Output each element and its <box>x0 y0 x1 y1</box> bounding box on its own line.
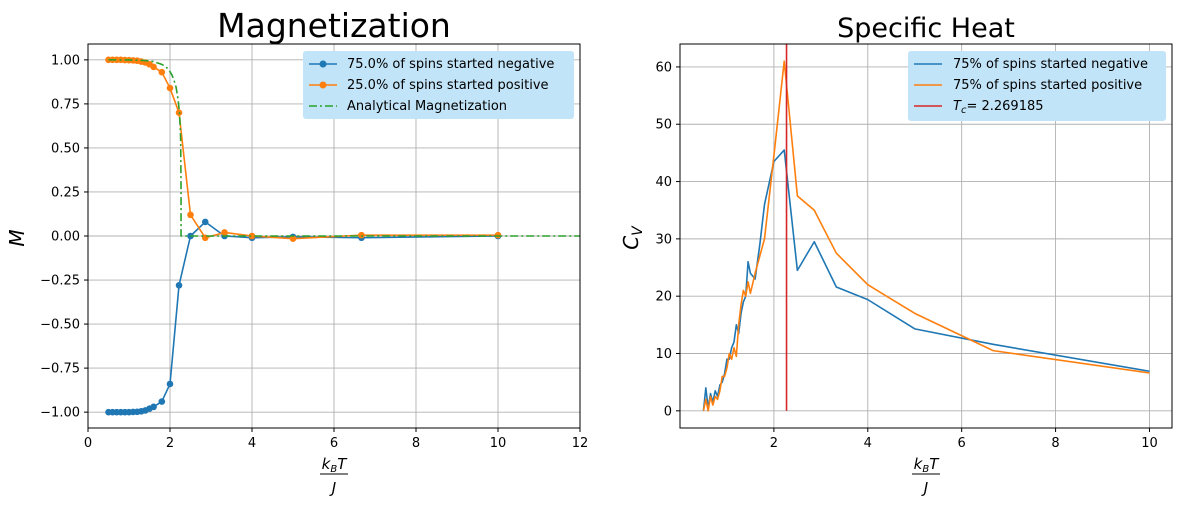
specific-heat-xtick-label: 4 <box>864 436 872 451</box>
specific-heat-xlabel-denominator: J <box>921 479 928 497</box>
magnetization-series <box>105 56 580 416</box>
specific-heat-ytick-label: 60 <box>655 60 672 75</box>
magnetization-xtick-label: 10 <box>490 436 507 451</box>
specific-heat-ytick-label: 40 <box>655 175 672 190</box>
magnetization-ytick-label: 0.00 <box>51 230 80 245</box>
specific-heat-ylabel: CV <box>619 225 646 250</box>
series-line-75-of-spins-started-negative <box>702 149 1150 411</box>
magnetization-ytick-label: −0.50 <box>40 318 80 333</box>
specific-heat-legend-box <box>908 51 1166 121</box>
legend-label-cv-positive: 75% of spins started positive <box>953 78 1142 93</box>
magnetization-xtick-label: 4 <box>248 436 256 451</box>
magnetization-panel: 0 2 4 6 8 10 12 −1.00 −0.75 −0.50 −0.25 0.00 0.25 0.5… <box>5 6 588 497</box>
specific-heat-ytick-label: 10 <box>655 347 672 362</box>
magnetization-ylabel: M <box>5 229 29 246</box>
specific-heat-ytick-label: 20 <box>655 290 672 305</box>
data-point-25-0-of-spins-started-positive <box>150 63 157 71</box>
data-point-75-0-of-spins-started-negative <box>201 218 209 226</box>
magnetization-ytick-label: 0.50 <box>51 141 80 156</box>
data-point-25-0-of-spins-started-positive <box>494 231 502 239</box>
legend-label-analytical: Analytical Magnetization <box>347 99 507 114</box>
data-point-25-0-of-spins-started-positive <box>289 235 297 242</box>
magnetization-xtick-label: 8 <box>412 436 420 451</box>
legend-label-positive: 25.0% of spins started positive <box>347 78 549 93</box>
legend-dot-negative <box>319 60 327 68</box>
magnetization-xtick-label: 0 <box>84 436 92 451</box>
data-point-25-0-of-spins-started-positive <box>166 84 174 92</box>
data-point-25-0-of-spins-started-positive <box>221 229 228 236</box>
legend-label-tc-value: = 2.269185 <box>966 99 1043 114</box>
legend-label-negative: 75.0% of spins started negative <box>347 57 554 72</box>
specific-heat-legend: 75% of spins started negative 75% of spi… <box>908 51 1166 121</box>
data-point-75-0-of-spins-started-negative <box>158 398 166 405</box>
magnetization-ytick-label: −0.25 <box>40 274 80 289</box>
data-point-75-0-of-spins-started-negative <box>166 380 174 388</box>
specific-heat-xlabel: kBT J <box>912 455 940 497</box>
specific-heat-ytick-label: 30 <box>655 232 672 247</box>
specific-heat-panel: 2 4 6 8 10 0 10 20 30 40 50 60 Specific Heat CV kBT… <box>619 13 1173 497</box>
magnetization-ytick-label: −0.75 <box>40 362 80 377</box>
data-point-25-0-of-spins-started-positive <box>358 231 365 239</box>
series-line-analytical-magnetization <box>108 59 580 237</box>
specific-heat-ticks: 2 4 6 8 10 0 10 20 30 40 50 60 <box>655 60 1157 451</box>
magnetization-ticks: 0 2 4 6 8 10 12 −1.00 −0.75 −0.50 −0.25 0.00 0.25 0.5… <box>40 53 588 451</box>
magnetization-xtick-label: 12 <box>572 436 589 451</box>
specific-heat-axes-frame <box>679 43 1173 429</box>
specific-heat-xtick-label: 8 <box>1051 436 1059 451</box>
data-point-25-0-of-spins-started-positive <box>248 232 256 240</box>
magnetization-ytick-label: −1.00 <box>40 406 80 421</box>
magnetization-ytick-label: 1.00 <box>51 53 80 68</box>
magnetization-legend: 75.0% of spins started negative 25.0% of… <box>303 51 574 119</box>
magnetization-axes-frame <box>87 43 581 429</box>
specific-heat-xtick-label: 10 <box>1141 436 1158 451</box>
specific-heat-xtick-label: 6 <box>958 436 966 451</box>
specific-heat-ytick-label: 0 <box>664 404 672 419</box>
specific-heat-title: Specific Heat <box>837 13 1015 44</box>
magnetization-xtick-label: 6 <box>330 436 338 451</box>
magnetization-xlabel-denominator: J <box>329 479 336 497</box>
magnetization-legend-box <box>303 51 574 119</box>
magnetization-title: Magnetization <box>217 6 451 45</box>
specific-heat-series <box>702 44 1150 412</box>
data-point-75-0-of-spins-started-negative <box>150 403 157 411</box>
data-point-75-0-of-spins-started-negative <box>175 282 183 289</box>
specific-heat-ytick-label: 50 <box>655 118 672 133</box>
magnetization-xlabel: kBT J <box>320 455 348 497</box>
data-point-25-0-of-spins-started-positive <box>158 68 166 76</box>
legend-dot-positive <box>319 81 327 89</box>
specific-heat-xtick-label: 2 <box>770 436 778 451</box>
magnetization-ytick-label: 0.75 <box>51 97 80 112</box>
specific-heat-xlabel-numerator: kBT <box>914 455 941 475</box>
data-point-25-0-of-spins-started-positive <box>187 211 194 219</box>
legend-label-tc: Tc= 2.269185 <box>953 99 1044 116</box>
magnetization-ytick-label: 0.25 <box>51 185 80 200</box>
magnetization-xlabel-numerator: kBT <box>322 455 349 475</box>
series-line-75-of-spins-started-positive <box>702 60 1150 412</box>
legend-label-cv-negative: 75% of spins started negative <box>953 57 1148 72</box>
magnetization-xtick-label: 2 <box>166 436 174 451</box>
